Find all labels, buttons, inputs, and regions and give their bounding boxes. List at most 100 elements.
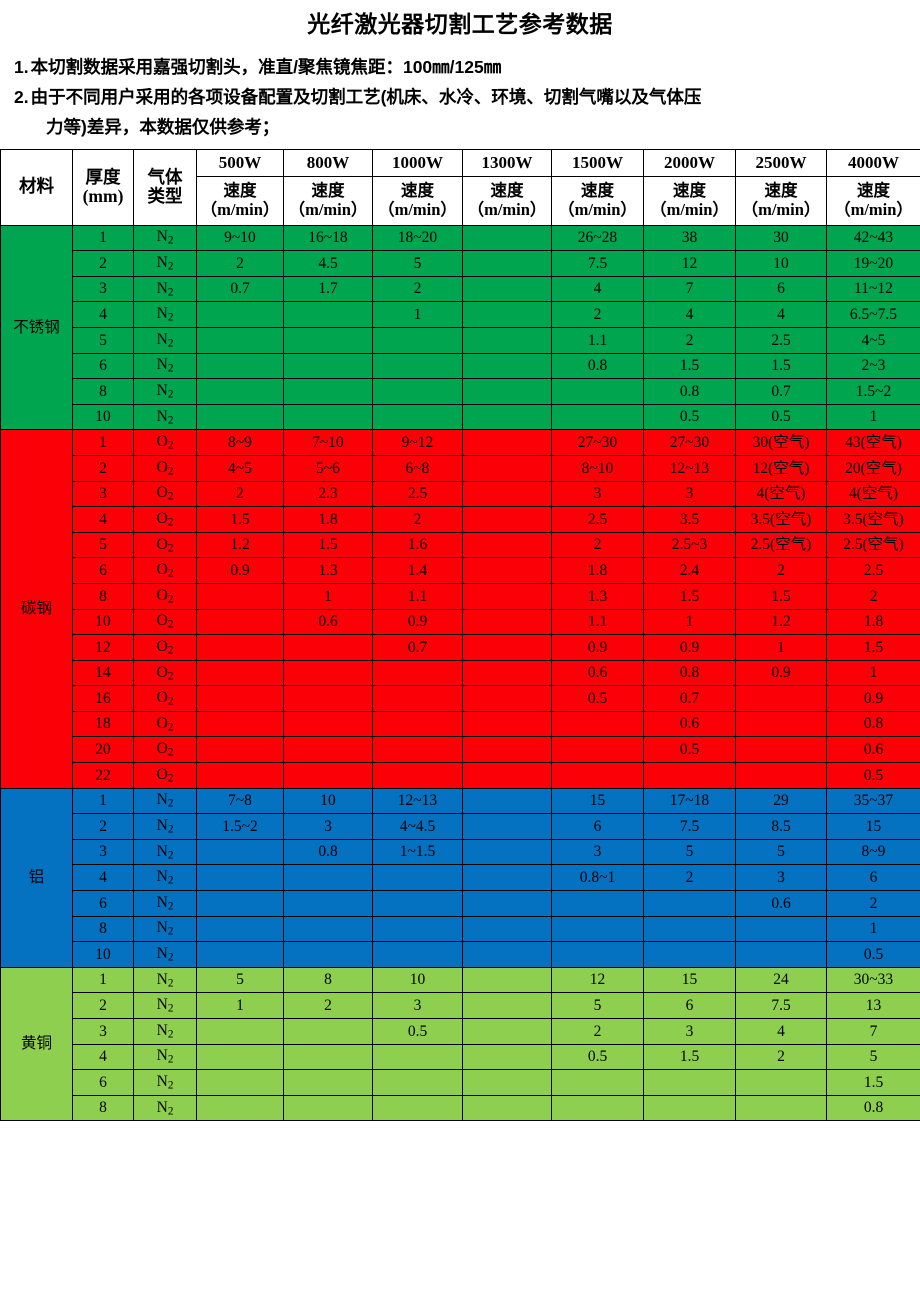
speed-cell-4000W: 42~43 (826, 224, 920, 252)
speed-cell-500W: 1.5~2 (196, 813, 284, 840)
note-item: 1. 本切割数据采用嘉强切割头，准直/聚焦镜焦距：100㎜/125㎜ (14, 53, 914, 81)
gas-type-cell: O2 (133, 582, 197, 610)
material-cell-brass: 黄铜 (0, 966, 73, 1122)
table-row: 4 N2 0.8~1 2 3 6 (1, 864, 920, 892)
speed-cell-4000W: 6.5~7.5 (826, 301, 920, 328)
speed-cell-500W (196, 685, 284, 712)
speed-cell-2500W: 2.5(空气) (735, 531, 827, 559)
speed-cell-800W: 1.8 (283, 506, 373, 533)
table-row: 22 O2 0.5 (1, 762, 920, 789)
speed-cell-1300W (462, 352, 552, 380)
thickness-cell: 4 (72, 1043, 134, 1071)
speed-cell-1000W (372, 710, 463, 738)
table-row: 2 N2 1.5~2 3 4~4.5 6 7.5 8.5 15 (1, 813, 920, 840)
speed-cell-2500W: 0.7 (735, 378, 827, 405)
table-row: 18 O2 0.6 0.8 (1, 710, 920, 738)
table-row: 4 N2 0.5 1.5 2 5 (1, 1043, 920, 1071)
speed-cell-500W (196, 915, 284, 943)
speed-cell-1300W (462, 966, 552, 994)
speed-cell-1300W (462, 890, 552, 917)
table-row: 8 N2 1 (1, 915, 920, 943)
header-power-4000w: 4000W (826, 148, 920, 177)
speed-cell-4000W: 8~9 (826, 838, 920, 866)
speed-cell-1500W: 0.6 (551, 659, 644, 687)
speed-cell-1300W (462, 557, 552, 584)
speed-cell-2000W: 2.4 (643, 557, 736, 584)
speed-cell-500W: 9~10 (196, 224, 284, 252)
header-speed-1300w: 速度 （m/min） (462, 175, 552, 226)
speed-cell-2000W: 3 (643, 480, 736, 508)
header-thickness: 厚度 (mm) (72, 148, 134, 226)
table-row: 3 O2 2 2.3 2.5 3 3 4(空气) 4(空气) (1, 480, 920, 508)
speed-cell-1300W (462, 1043, 552, 1071)
speed-cell-1500W: 2.5 (551, 506, 644, 533)
speed-cell-800W (283, 634, 373, 661)
gas-type-cell: N2 (133, 813, 197, 840)
speed-cell-1500W: 5 (551, 992, 644, 1019)
gas-type-cell: O2 (133, 480, 197, 508)
thickness-cell: 3 (72, 838, 134, 866)
speed-cell-1300W (462, 992, 552, 1019)
gas-type-cell: O2 (133, 531, 197, 559)
speed-cell-4000W: 0.5 (826, 941, 920, 968)
speed-cell-1300W (462, 531, 552, 559)
table-row: 5 N2 1.1 2 2.5 4~5 (1, 326, 920, 354)
speed-cell-2000W: 7.5 (643, 813, 736, 840)
speed-cell-1000W: 2.5 (372, 480, 463, 508)
speed-cell-2000W: 38 (643, 224, 736, 252)
gas-type-cell: O2 (133, 429, 197, 456)
speed-cell-1000W (372, 762, 463, 789)
speed-cell-1000W: 1.4 (372, 557, 463, 584)
speed-cell-1500W: 27~30 (551, 429, 644, 456)
speed-cell-4000W: 6 (826, 864, 920, 892)
speed-cell-800W (283, 941, 373, 968)
speed-cell-4000W: 19~20 (826, 250, 920, 277)
speed-cell-1000W (372, 378, 463, 405)
header-speed-2000w: 速度 （m/min） (643, 175, 736, 226)
speed-cell-2000W: 2 (643, 326, 736, 354)
speed-cell-800W: 2 (283, 992, 373, 1019)
speed-cell-4000W: 43(空气) (826, 429, 920, 456)
speed-cell-4000W: 1 (826, 403, 920, 431)
thickness-cell: 10 (72, 403, 134, 431)
table-row: 8 N2 0.8 0.7 1.5~2 (1, 378, 920, 405)
speed-cell-1000W: 9~12 (372, 429, 463, 456)
speed-cell-1500W: 0.5 (551, 1043, 644, 1071)
speed-cell-2000W: 12~13 (643, 454, 736, 482)
speed-cell-800W: 8 (283, 966, 373, 994)
thickness-cell: 2 (72, 813, 134, 840)
thickness-cell: 4 (72, 506, 134, 533)
speed-cell-1000W (372, 890, 463, 917)
speed-cell-4000W: 2.5(空气) (826, 531, 920, 559)
speed-cell-2000W: 15 (643, 966, 736, 994)
header-row-speed: 速度 （m/min） 速度 （m/min） 速度 （m/min） 速度 （m/m… (1, 175, 920, 226)
speed-label: 速度 (311, 181, 345, 201)
speed-cell-1000W: 0.7 (372, 634, 463, 661)
speed-cell-1000W (372, 326, 463, 354)
header-speed-800w: 速度 （m/min） (283, 175, 373, 226)
gas-type-cell: N2 (133, 787, 197, 815)
thickness-cell: 2 (72, 250, 134, 277)
speed-cell-4000W: 1.8 (826, 608, 920, 636)
speed-cell-4000W: 5 (826, 1043, 920, 1071)
thickness-cell: 18 (72, 710, 134, 738)
gas-type-cell: N2 (133, 864, 197, 892)
speed-cell-1300W (462, 941, 552, 968)
speed-cell-2000W: 1.5 (643, 582, 736, 610)
speed-cell-500W: 1.5 (196, 506, 284, 533)
speed-cell-1300W (462, 224, 552, 252)
thickness-cell: 8 (72, 1094, 134, 1122)
speed-cell-2000W: 1.5 (643, 352, 736, 380)
speed-cell-1300W (462, 275, 552, 303)
speed-cell-1300W (462, 813, 552, 840)
speed-cell-1000W (372, 915, 463, 943)
speed-unit: （m/min） (467, 199, 547, 219)
speed-cell-4000W: 11~12 (826, 275, 920, 303)
speed-cell-1500W: 15 (551, 787, 644, 815)
header-power-1300w: 1300W (462, 148, 552, 177)
speed-cell-1500W (551, 762, 644, 789)
table-row: 铝 1 N2 7~8 10 12~13 15 17~18 29 35~37 (0, 787, 920, 968)
speed-cell-1500W: 4 (551, 275, 644, 303)
speed-cell-500W: 1 (196, 992, 284, 1019)
speed-cell-500W (196, 326, 284, 354)
